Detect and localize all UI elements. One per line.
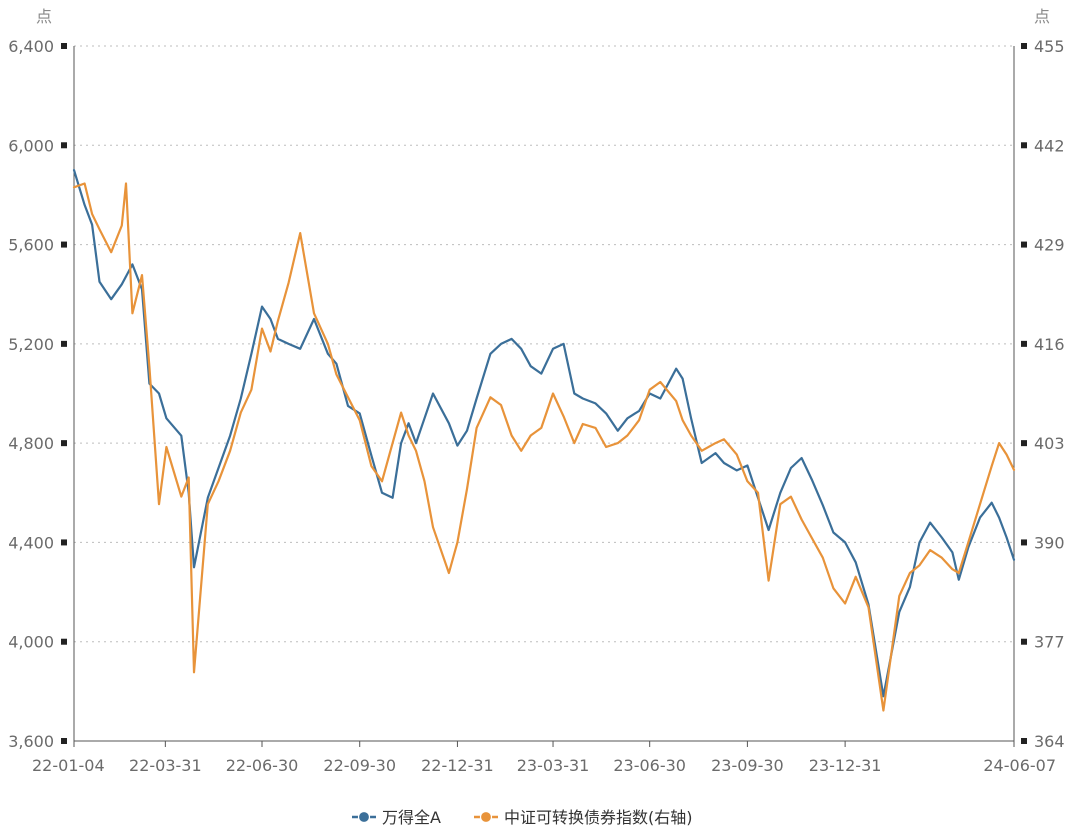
left-tick-mark: [61, 539, 67, 546]
legend: 万得全A 中证可转换债券指数(右轴): [352, 808, 693, 827]
left-tick-mark: [61, 638, 67, 645]
x-tick-label: 22-01-04: [32, 756, 105, 775]
right-tick-label: 390: [1034, 533, 1065, 552]
left-tick-mark: [61, 142, 67, 149]
x-tick-label: 23-06-30: [613, 756, 686, 775]
right-axis-unit: 点: [1034, 7, 1050, 26]
right-tick-label: 416: [1034, 335, 1065, 354]
left-tick-mark: [61, 340, 67, 347]
x-tick-label: 22-06-30: [226, 756, 299, 775]
left-tick-label: 5,600: [8, 236, 54, 255]
right-tick-label: 429: [1034, 236, 1065, 255]
series-line-1: [72, 169, 1016, 698]
right-tick-mark: [1021, 43, 1027, 49]
x-tick-label: 24-06-07: [983, 756, 1056, 775]
right-tick-mark: [1021, 142, 1027, 149]
right-tick-label: 455: [1034, 37, 1065, 56]
left-tick-label: 5,200: [8, 335, 54, 354]
left-tick-label: 6,400: [8, 37, 54, 56]
right-tick-label: 403: [1034, 434, 1065, 453]
x-tick-label: 23-03-31: [517, 756, 590, 775]
left-axis-unit: 点: [36, 7, 52, 26]
legend-marker: [479, 810, 493, 824]
x-tick-label: 23-09-30: [711, 756, 784, 775]
left-tick-label: 6,000: [8, 136, 54, 155]
right-tick-label: 377: [1034, 633, 1065, 652]
left-tick-label: 4,800: [8, 434, 54, 453]
left-tick-label: 4,400: [8, 533, 54, 552]
x-tick-label: 22-03-31: [129, 756, 202, 775]
left-tick-mark: [61, 241, 67, 248]
right-tick-mark: [1021, 539, 1027, 546]
series-lines: [72, 169, 1016, 712]
right-axis-ticks: 364 377 390 403 416 429 442 455: [1021, 37, 1065, 751]
right-tick-mark: [1021, 738, 1027, 744]
gridlines: [74, 45, 1014, 643]
legend-label: 万得全A: [382, 808, 441, 827]
series-line-2: [72, 182, 1016, 712]
left-tick-mark: [61, 440, 67, 447]
x-tick-label: 23-12-31: [809, 756, 882, 775]
right-tick-mark: [1021, 340, 1027, 347]
legend-item-1: 万得全A: [352, 808, 441, 827]
x-axis-ticks: 22-01-04 22-03-31 22-06-30 22-09-30 22-12-31…: [32, 741, 1056, 775]
right-tick-mark: [1021, 241, 1027, 248]
legend-item-2: 中证可转换债券指数(右轴): [474, 808, 693, 827]
x-tick-label: 22-09-30: [323, 756, 396, 775]
legend-label: 中证可转换债券指数(右轴): [504, 808, 693, 827]
left-tick-mark: [61, 43, 67, 49]
left-tick-label: 4,000: [8, 633, 54, 652]
x-tick-label: 22-12-31: [421, 756, 494, 775]
right-tick-label: 364: [1034, 732, 1065, 751]
right-tick-label: 442: [1034, 136, 1065, 155]
right-tick-mark: [1021, 638, 1027, 645]
legend-marker: [357, 810, 371, 824]
left-axis-ticks: 3,600 4,000 4,400 4,800 5,200 5,600 6,000 6,400: [8, 37, 67, 751]
axes: [73, 46, 1015, 742]
left-tick-label: 3,600: [8, 732, 54, 751]
right-tick-mark: [1021, 440, 1027, 447]
left-tick-mark: [61, 738, 67, 744]
